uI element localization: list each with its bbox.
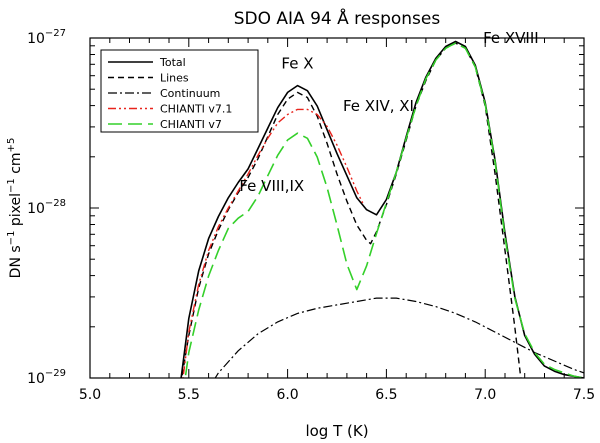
x-tick-label: 5.0 xyxy=(79,387,101,403)
y-label-part3: cm xyxy=(8,152,24,178)
annotation-fe-xiv-xi: Fe XIV, XI xyxy=(343,97,414,115)
x-tick-label: 7.5 xyxy=(573,387,595,403)
legend-box xyxy=(100,49,259,133)
legend: Total Lines Continuum CHIANTI v7.1 CHIANTI v… xyxy=(100,49,259,133)
curves-group xyxy=(180,40,584,378)
plot-frame xyxy=(89,37,585,379)
y-tick-label: 10−27 xyxy=(27,28,66,47)
annotation-fe-viii-ix: Fe VIII,IX xyxy=(239,177,304,195)
x-tick-label: 7.0 xyxy=(474,387,496,403)
series-chianti-v7-line xyxy=(184,42,584,378)
legend-label-total: Total xyxy=(159,56,186,69)
y-label-exp1: −1 xyxy=(6,231,17,246)
y-axis-label: DN s−1 pixel−1 cm+5 xyxy=(6,138,24,279)
legend-label-chianti-v7-1: CHIANTI v7.1 xyxy=(160,103,232,116)
legend-label-continuum: Continuum xyxy=(160,87,220,100)
chart-title: SDO AIA 94 Å responses xyxy=(234,7,441,29)
y-tick-label: 10−28 xyxy=(27,198,66,217)
series-chianti-v7-1-line xyxy=(182,108,364,378)
legend-label-chianti-v7: CHIANTI v7 xyxy=(160,118,222,131)
tick-labels-group: 5.0 5.5 6.0 6.5 7.0 7.5 10−29 10−28 10−27 xyxy=(27,28,595,403)
x-tick-label: 5.5 xyxy=(178,387,200,403)
y-label-exp3: +5 xyxy=(6,138,17,153)
ticks-group xyxy=(89,38,585,379)
series-continuum-line xyxy=(214,297,584,378)
x-tick-label: 6.0 xyxy=(276,387,298,403)
y-label-part2: pixel xyxy=(8,193,24,231)
y-tick-label: 10−29 xyxy=(27,368,66,387)
y-label-exp2: −1 xyxy=(6,178,17,193)
x-tick-label: 6.5 xyxy=(375,387,397,403)
annotation-fe-x: Fe X xyxy=(281,55,313,73)
legend-label-lines: Lines xyxy=(160,72,189,85)
x-axis-label: log T (K) xyxy=(305,422,368,440)
y-label-base: DN s xyxy=(8,245,24,278)
